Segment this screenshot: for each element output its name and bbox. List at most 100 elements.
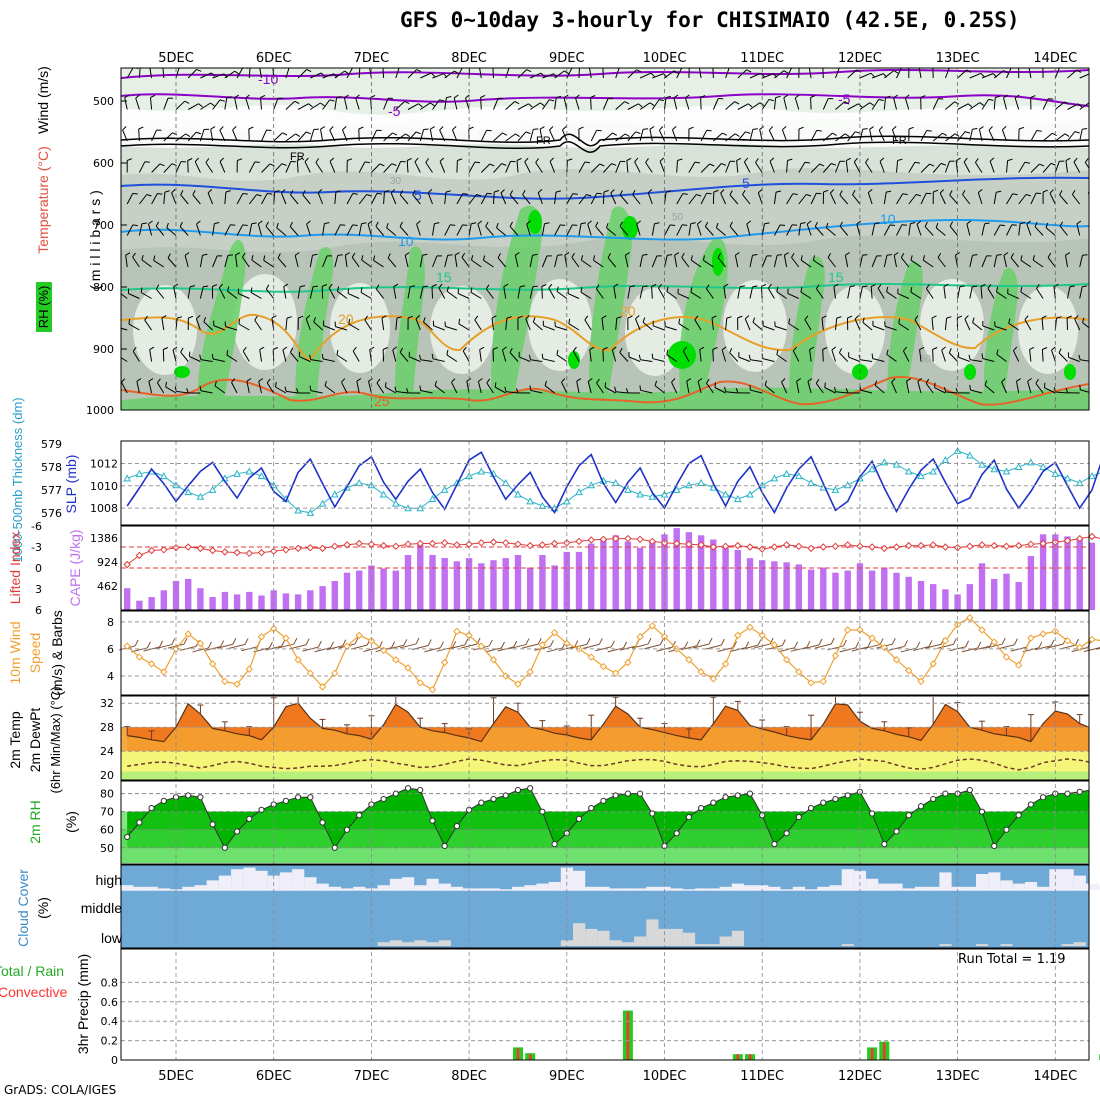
series-marker — [648, 492, 657, 500]
wind-barb-flag — [516, 157, 522, 161]
wind-barb — [414, 161, 421, 173]
date-label-bottom: 13DEC — [936, 1069, 980, 1084]
wind-barb-flag — [967, 103, 973, 108]
date-label-top: 11DEC — [740, 51, 784, 66]
wind-barb — [603, 163, 612, 173]
wind-barb-flag — [769, 157, 775, 162]
wind-barb — [595, 226, 604, 236]
wind-barb-flag — [251, 254, 254, 261]
surface-barb-flag — [207, 641, 212, 649]
cloud-low-bar — [841, 944, 854, 946]
ylabel-rh2m-pct: (%) — [63, 811, 79, 833]
wind-barb-flag — [593, 255, 596, 261]
wind-barb — [238, 323, 250, 331]
wind-barb — [871, 73, 884, 79]
wind-barb — [566, 193, 574, 205]
wind-barb-flag — [847, 315, 853, 319]
cloud-high-bar — [976, 874, 989, 890]
cape-bar — [282, 593, 290, 610]
surface-barb-flag — [317, 640, 322, 648]
series-marker — [319, 819, 326, 826]
wind-barb — [696, 223, 702, 236]
wind-barb — [794, 97, 800, 110]
wind-barb-flag — [283, 283, 289, 288]
wind-barb-flag — [267, 193, 273, 195]
wind-barb-flag — [933, 189, 939, 193]
wind-barb — [166, 227, 177, 236]
series-marker — [245, 665, 253, 673]
series-marker — [575, 537, 583, 546]
cape-bar — [539, 555, 546, 610]
wind10-panel — [119, 614, 1100, 694]
wind-barb-flag — [532, 253, 538, 256]
wind-barb — [305, 318, 311, 331]
cape-bar — [832, 572, 839, 610]
wind-barb-flag — [210, 102, 215, 107]
wind-barb — [530, 359, 543, 362]
wind-barb — [390, 192, 397, 205]
wind-barb-flag — [964, 131, 971, 134]
wind-barb — [148, 381, 153, 394]
cloud-high-bar — [1098, 885, 1100, 890]
wind-barb — [1095, 385, 1100, 393]
wind-barb — [810, 97, 812, 110]
wind-barb — [419, 129, 425, 142]
wind-barb-flag — [415, 315, 421, 320]
cloud-high-bar — [475, 888, 488, 890]
wind-barb — [721, 349, 727, 362]
svg-text:25: 25 — [374, 393, 390, 409]
wind-barb-flag — [870, 283, 876, 287]
wind-barb — [822, 349, 824, 362]
wind-barb-flag — [764, 380, 768, 386]
surface-barb-flag — [549, 640, 554, 647]
cape-bar — [527, 567, 534, 610]
wind-barb — [814, 226, 824, 236]
surface-barb-flag — [891, 637, 896, 645]
wind-barb — [822, 163, 832, 173]
wind-barb — [163, 98, 169, 110]
wind-barb-flag — [922, 255, 925, 261]
wind-barb-flag — [1064, 101, 1070, 105]
cloud-low-bar — [1061, 944, 1074, 946]
series-marker — [441, 842, 448, 850]
wind-barb — [988, 129, 995, 142]
wind-barb — [432, 255, 438, 268]
series-marker — [1088, 472, 1096, 480]
wind-barb-flag — [352, 346, 357, 352]
ylabel-lifted-index: Lifted Index — [7, 532, 23, 604]
wind-barb — [774, 70, 785, 79]
wind-barb-flag — [1002, 126, 1007, 131]
wind-barb-flag — [862, 317, 865, 323]
wind-barb-flag — [348, 318, 351, 324]
wind-barb — [908, 223, 911, 236]
wind-barb-flag — [304, 157, 309, 163]
series-marker — [611, 669, 620, 678]
wind-barb-flag — [846, 157, 852, 162]
wind-barb-flag — [238, 319, 241, 325]
svg-text:50: 50 — [920, 354, 932, 365]
wind-barb-flag — [251, 222, 257, 225]
wind-barb — [276, 227, 287, 236]
series-marker — [356, 812, 363, 819]
wind-barb-flag — [166, 222, 169, 228]
series-marker — [392, 790, 399, 797]
wind-barb — [199, 255, 203, 268]
thickness-tick: 576 — [41, 507, 62, 520]
wind-barb — [776, 354, 787, 362]
surface-barb-flag — [452, 641, 457, 648]
slp-tick: 1012 — [90, 457, 118, 470]
wind-barb-flag — [941, 346, 946, 351]
wind-barb-flag — [748, 354, 751, 360]
wind-barb — [1014, 97, 1020, 110]
wind-barb-flag — [891, 378, 896, 383]
wind-barb — [567, 293, 580, 299]
wind-barb-flag — [1076, 220, 1082, 225]
series-marker — [306, 543, 315, 552]
series-marker — [331, 844, 338, 851]
temp2m-frame — [120, 695, 1090, 781]
wind-barb — [214, 385, 226, 394]
wind-barb — [148, 223, 153, 236]
wind-barb-flag — [1069, 285, 1075, 288]
wind-barb — [258, 381, 262, 394]
wind-barb-flag — [431, 353, 434, 359]
